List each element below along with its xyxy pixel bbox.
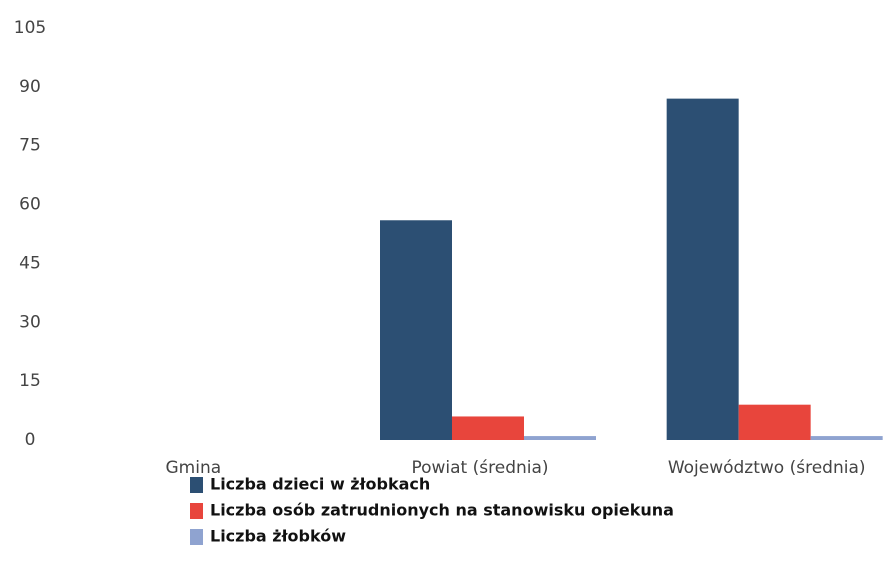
y-tick-label: 45: [19, 253, 41, 273]
y-tick-label: 90: [19, 77, 41, 97]
y-tick-label: 30: [19, 312, 41, 332]
y-tick-label: 105: [14, 18, 46, 38]
y-tick-label: 0: [25, 430, 36, 450]
bar: [810, 436, 883, 440]
bar: [524, 436, 596, 440]
legend-swatch: [190, 529, 203, 545]
bar: [666, 98, 739, 440]
y-tick-label: 60: [19, 195, 41, 215]
legend-label: Liczba dzieci w żłobkach: [210, 475, 430, 494]
x-tick-label: Gmina: [166, 458, 222, 478]
legend-label: Liczba żłobków: [210, 527, 346, 546]
bar: [380, 220, 452, 440]
x-tick-label: Województwo (średnia): [668, 458, 866, 478]
bar: [738, 404, 811, 440]
y-tick-label: 75: [19, 136, 41, 156]
y-tick-label: 15: [19, 371, 41, 391]
x-tick-label: Powiat (średnia): [411, 458, 548, 478]
legend-swatch: [190, 477, 203, 493]
legend-label: Liczba osób zatrudnionych na stanowisku …: [210, 501, 674, 520]
bar: [452, 416, 524, 440]
legend-swatch: [190, 503, 203, 519]
